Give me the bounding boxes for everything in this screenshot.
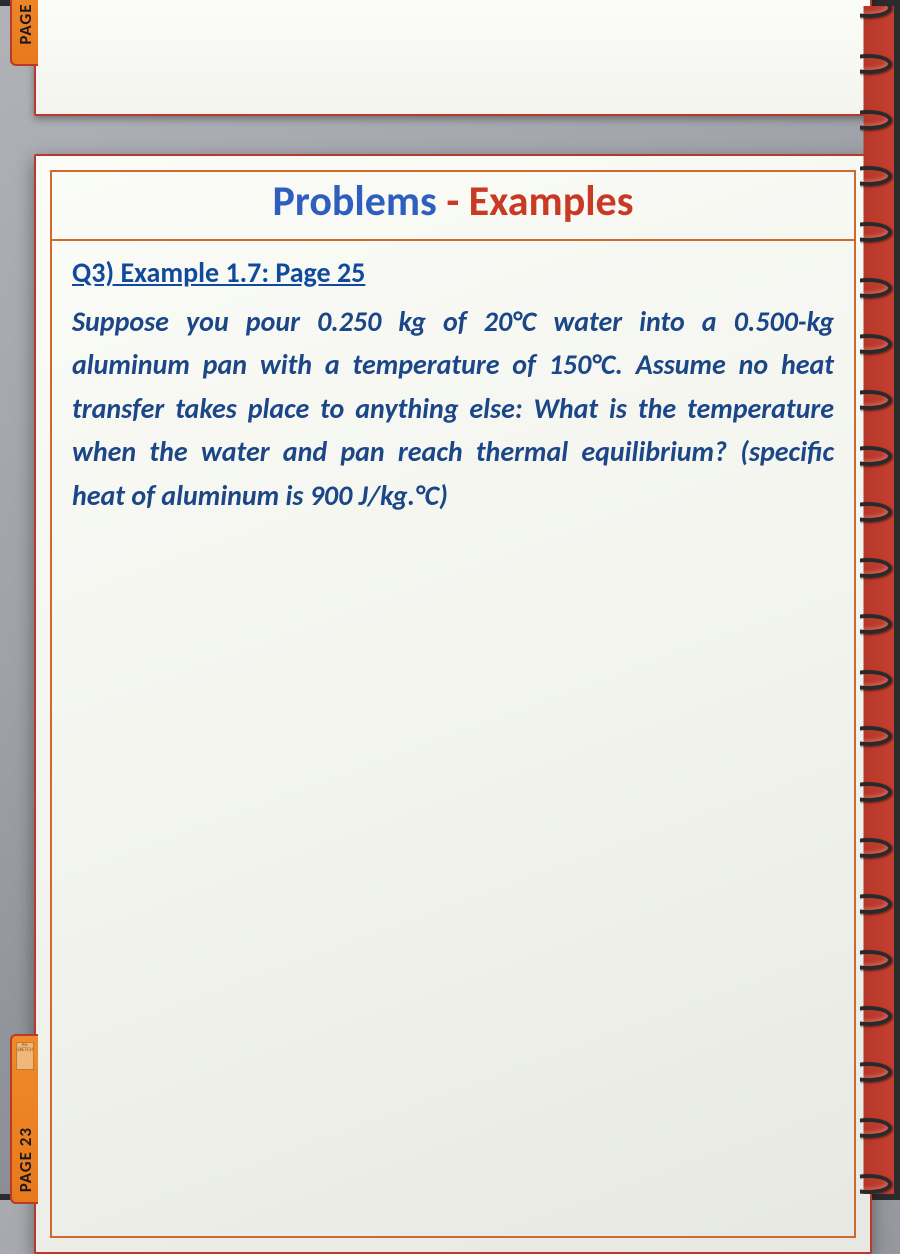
binding-ring <box>860 166 892 186</box>
binding-ring <box>860 670 892 690</box>
slide-card: AS-SKETCH PAGE 23 Problems - Examples Q3… <box>34 154 872 1254</box>
slide-title-sep: - <box>446 176 468 227</box>
previous-slide-card: PAGE 2 <box>34 0 872 116</box>
binding-ring <box>860 6 892 18</box>
monitor-frame: PAGE 2 AS-SKETCH PAGE 23 Problems - Exam… <box>0 0 900 1200</box>
slide-tab-thumbnail: AS-SKETCH <box>16 1042 34 1070</box>
binding-ring <box>860 1006 892 1026</box>
question-heading: Q3) Example 1.7: Page 25 <box>72 255 834 290</box>
binding-ring <box>860 782 892 802</box>
binding-ring <box>860 614 892 634</box>
binding-ring <box>860 110 892 130</box>
binding-ring <box>860 558 892 578</box>
binding-ring <box>860 1062 892 1082</box>
binding-ring <box>860 502 892 522</box>
slide-title: Problems - Examples <box>52 172 854 241</box>
previous-slide-page-tab: PAGE 2 <box>10 0 38 66</box>
slide-content-frame: Problems - Examples Q3) Example 1.7: Pag… <box>50 170 856 1238</box>
binding-ring <box>860 334 892 354</box>
binding-ring <box>860 950 892 970</box>
binding-ring <box>860 894 892 914</box>
binding-ring <box>860 1118 892 1138</box>
slide-title-part1: Problems <box>273 176 447 227</box>
binding-ring <box>860 278 892 298</box>
binding-ring <box>860 390 892 410</box>
binding-ring <box>860 838 892 858</box>
spiral-binding <box>860 6 894 1194</box>
question-body: Suppose you pour 0.250 kg of 20°C water … <box>72 300 834 517</box>
slide-title-part2: Examples <box>469 176 634 227</box>
binding-ring <box>860 726 892 746</box>
binding-ring <box>860 446 892 466</box>
binding-ring <box>860 222 892 242</box>
slide-page-label: PAGE 23 <box>15 1127 36 1192</box>
slide-page-tab: AS-SKETCH PAGE 23 <box>10 1034 38 1204</box>
binding-ring <box>860 1174 892 1194</box>
previous-slide-page-label: PAGE 2 <box>15 0 36 45</box>
desktop-surface: PAGE 2 AS-SKETCH PAGE 23 Problems - Exam… <box>0 6 894 1194</box>
binding-ring <box>860 54 892 74</box>
